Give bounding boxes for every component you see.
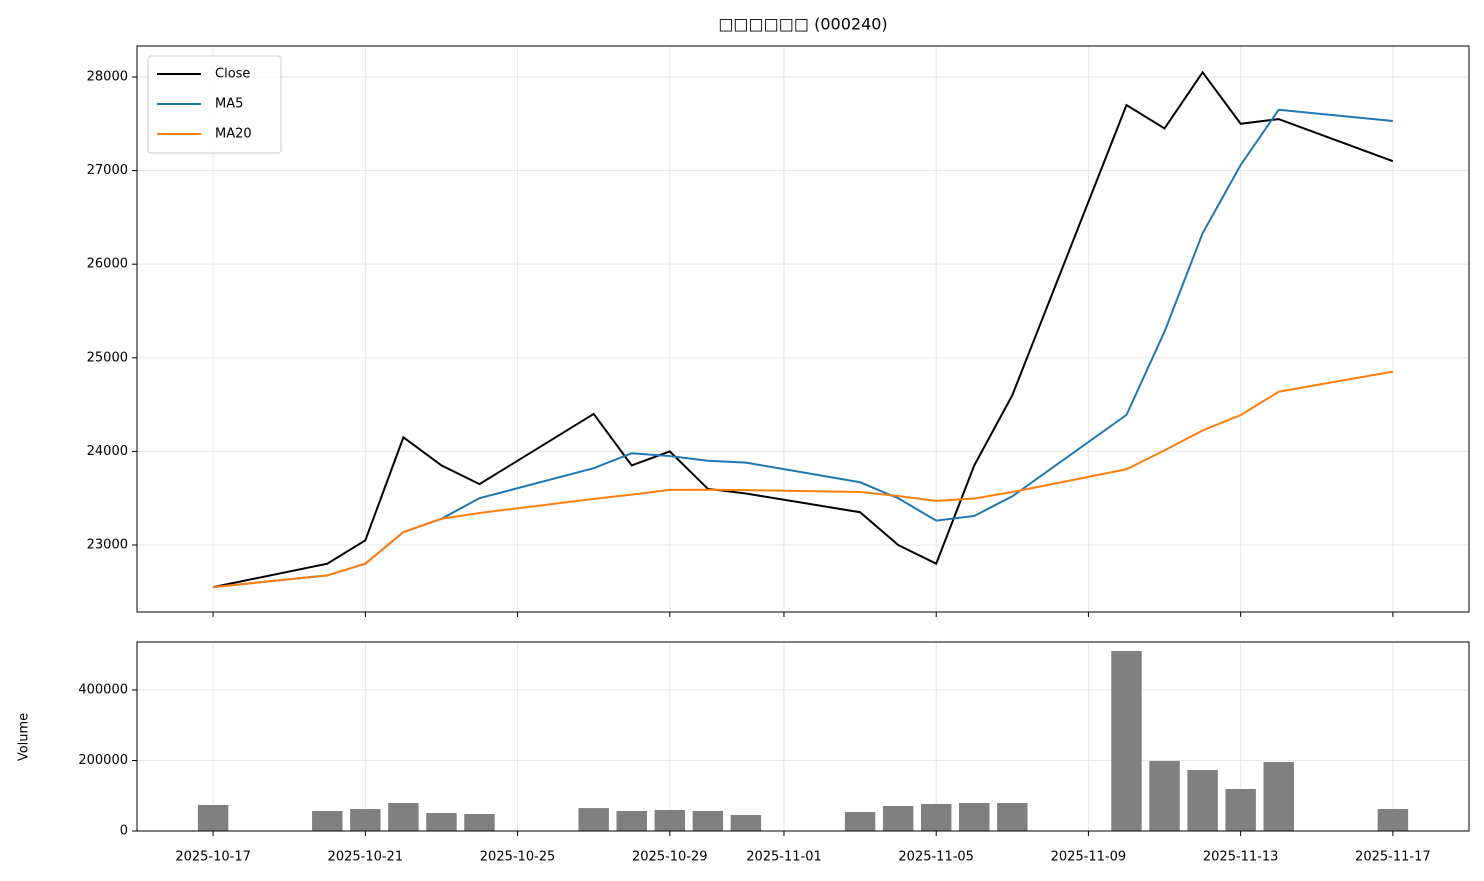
legend-label: Close (215, 67, 250, 82)
line-series (212, 70, 1394, 589)
bar (426, 813, 457, 831)
bar (578, 808, 609, 831)
bar (692, 811, 724, 831)
y-tick-label: 25000 (87, 350, 128, 365)
x-tick-label: 2025-10-21 (328, 850, 404, 865)
axes-frame (136, 45, 1470, 613)
y-tick-label: 200000 (78, 753, 128, 768)
y-tick-label: 27000 (87, 163, 128, 178)
axes-frame (136, 641, 1470, 832)
bar (730, 814, 762, 831)
bar (1377, 808, 1409, 831)
y-tick-label: 26000 (87, 257, 128, 272)
y-tick-label: 400000 (78, 682, 128, 697)
y-tick-label: 24000 (87, 444, 128, 459)
chart-title: □□□□□□ (000240) (718, 15, 887, 34)
bar (997, 803, 1028, 831)
bar (1263, 761, 1294, 831)
legend-label: MA5 (215, 97, 243, 112)
bar (388, 803, 419, 831)
bar (1187, 769, 1218, 831)
bar (616, 811, 647, 831)
bar (197, 804, 229, 831)
x-tick-label: 2025-11-13 (1203, 850, 1279, 865)
x-tick-label: 2025-11-09 (1051, 850, 1127, 865)
x-tick-label: 2025-11-05 (898, 850, 974, 865)
bar (654, 809, 686, 831)
bar (1149, 760, 1180, 831)
y-tick-label: 28000 (87, 69, 128, 84)
line-series (213, 370, 1394, 589)
bar (959, 803, 990, 831)
x-tick-label: 2025-11-17 (1355, 850, 1431, 865)
y-tick-label: 23000 (87, 537, 128, 552)
legend-label: MA20 (215, 127, 252, 142)
x-tick-label: 2025-11-01 (746, 850, 822, 865)
x-tick-label: 2025-10-25 (480, 850, 556, 865)
line-series (213, 108, 1393, 589)
y-axis-label: Volume (17, 713, 32, 761)
bar (1111, 650, 1142, 831)
bar (844, 811, 876, 831)
bar (882, 805, 914, 831)
x-tick-label: 2025-10-29 (632, 850, 708, 865)
bar (920, 803, 952, 831)
bar (464, 814, 495, 831)
legend-box (147, 55, 282, 154)
bar (1225, 789, 1256, 831)
bar (350, 808, 381, 831)
y-tick-label: 0 (120, 824, 128, 839)
bar (312, 811, 343, 831)
x-tick-label: 2025-10-17 (175, 850, 251, 865)
